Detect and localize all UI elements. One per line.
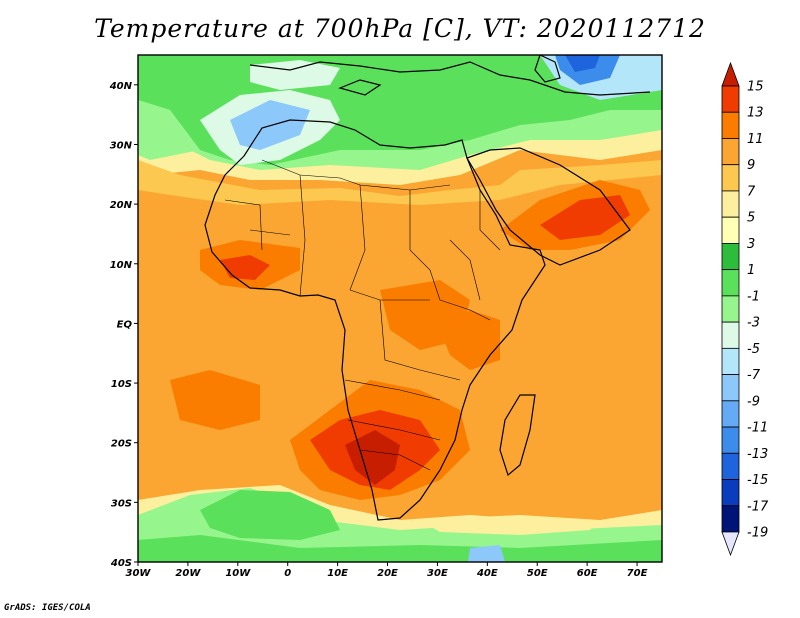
- lon-tick-label: 10W: [225, 568, 251, 579]
- lat-tick-label: 40S: [110, 558, 132, 569]
- lon-tick-label: 20E: [377, 568, 398, 579]
- colorbar-level-label: -5: [747, 342, 760, 357]
- colorbar-segment: [721, 269, 740, 297]
- colorbar-segment: [721, 479, 740, 507]
- colorbar-level-label: -11: [747, 421, 768, 436]
- colorbar-level-label: -13: [747, 447, 768, 462]
- lon-tick-label: 0: [284, 568, 291, 579]
- lon-tick-label: 20W: [175, 568, 201, 579]
- latitude-axis: 40N 30N 20N 10N EQ 10S 20S 30S 40S: [109, 81, 138, 569]
- lat-tick-label: 30N: [110, 140, 133, 151]
- colorbar-level-label: 7: [747, 184, 756, 199]
- lat-tick-label: EQ: [117, 319, 133, 330]
- colorbar-level-label: -7: [747, 368, 761, 383]
- colorbar-segment: [721, 216, 740, 244]
- longitude-axis: 30W 20W 10W 0 10E 20E 30E 40E 50E 60E 70E: [126, 562, 648, 579]
- colorbar-segment: [721, 164, 740, 192]
- colorbar-min-triangle: [721, 531, 740, 557]
- country-borders: [224, 159, 501, 471]
- colorbar-level-label: 11: [747, 132, 764, 147]
- colorbar-level-label: -9: [747, 394, 760, 409]
- colorbar-segment: [721, 452, 740, 480]
- colorbar-segment: [721, 111, 740, 139]
- lon-tick-label: 30W: [126, 568, 152, 579]
- lon-tick-label: 50E: [527, 568, 548, 579]
- colorbar-level-label: 9: [747, 158, 755, 173]
- lon-tick-label: 70E: [627, 568, 648, 579]
- colorbar-segment: [721, 426, 740, 454]
- colorbar-level-label: 15: [747, 80, 764, 95]
- lon-tick-label: 60E: [577, 568, 598, 579]
- colorbar-level-label: -17: [747, 499, 769, 514]
- lat-tick-label: 20N: [110, 200, 133, 211]
- colorbar-level-label: -19: [747, 526, 768, 541]
- colorbar-level-label: -15: [747, 473, 768, 488]
- lon-tick-label: 10E: [327, 568, 348, 579]
- colorbar-segment: [721, 190, 740, 218]
- colorbar-segment: [721, 400, 740, 428]
- colorbar-level-label: 3: [747, 237, 755, 252]
- colorbar-level-label: 5: [747, 211, 755, 226]
- colorbar-segment: [721, 374, 740, 402]
- colorbar: 15 13 11 9 7 5 3 1 -1 -3 -5 -7 -9 -11 -13 -15 -17 -19: [721, 61, 769, 557]
- lat-tick-label: 10S: [111, 379, 132, 390]
- colorbar-max-triangle: [721, 61, 740, 87]
- lon-tick-label: 30E: [427, 568, 448, 579]
- map-frame: [137, 54, 663, 563]
- colorbar-level-label: -1: [747, 289, 760, 304]
- temperature-field: [138, 55, 662, 562]
- grads-credit: GrADS: IGES/COLA: [4, 603, 91, 613]
- lat-tick-label: 30S: [111, 498, 132, 509]
- lat-tick-label: 10N: [110, 260, 133, 271]
- colorbar-level-label: 1: [747, 263, 755, 278]
- colorbar-level-label: -3: [747, 316, 760, 331]
- colorbar-segment: [721, 295, 740, 323]
- colorbar-level-label: 13: [747, 106, 764, 121]
- colorbar-segment: [721, 138, 740, 166]
- lon-tick-label: 40E: [476, 568, 498, 579]
- colorbar-segment: [721, 347, 740, 375]
- lat-tick-label: 40N: [109, 81, 133, 92]
- lat-tick-label: 20S: [111, 439, 132, 450]
- colorbar-segment: [721, 85, 740, 113]
- colorbar-segment: [721, 505, 740, 533]
- colorbar-segment: [721, 243, 740, 271]
- colorbar-segment: [721, 321, 740, 349]
- map-title: Temperature at 700hPa [C], VT: 202011271…: [94, 14, 706, 43]
- coastlines: [204, 55, 651, 521]
